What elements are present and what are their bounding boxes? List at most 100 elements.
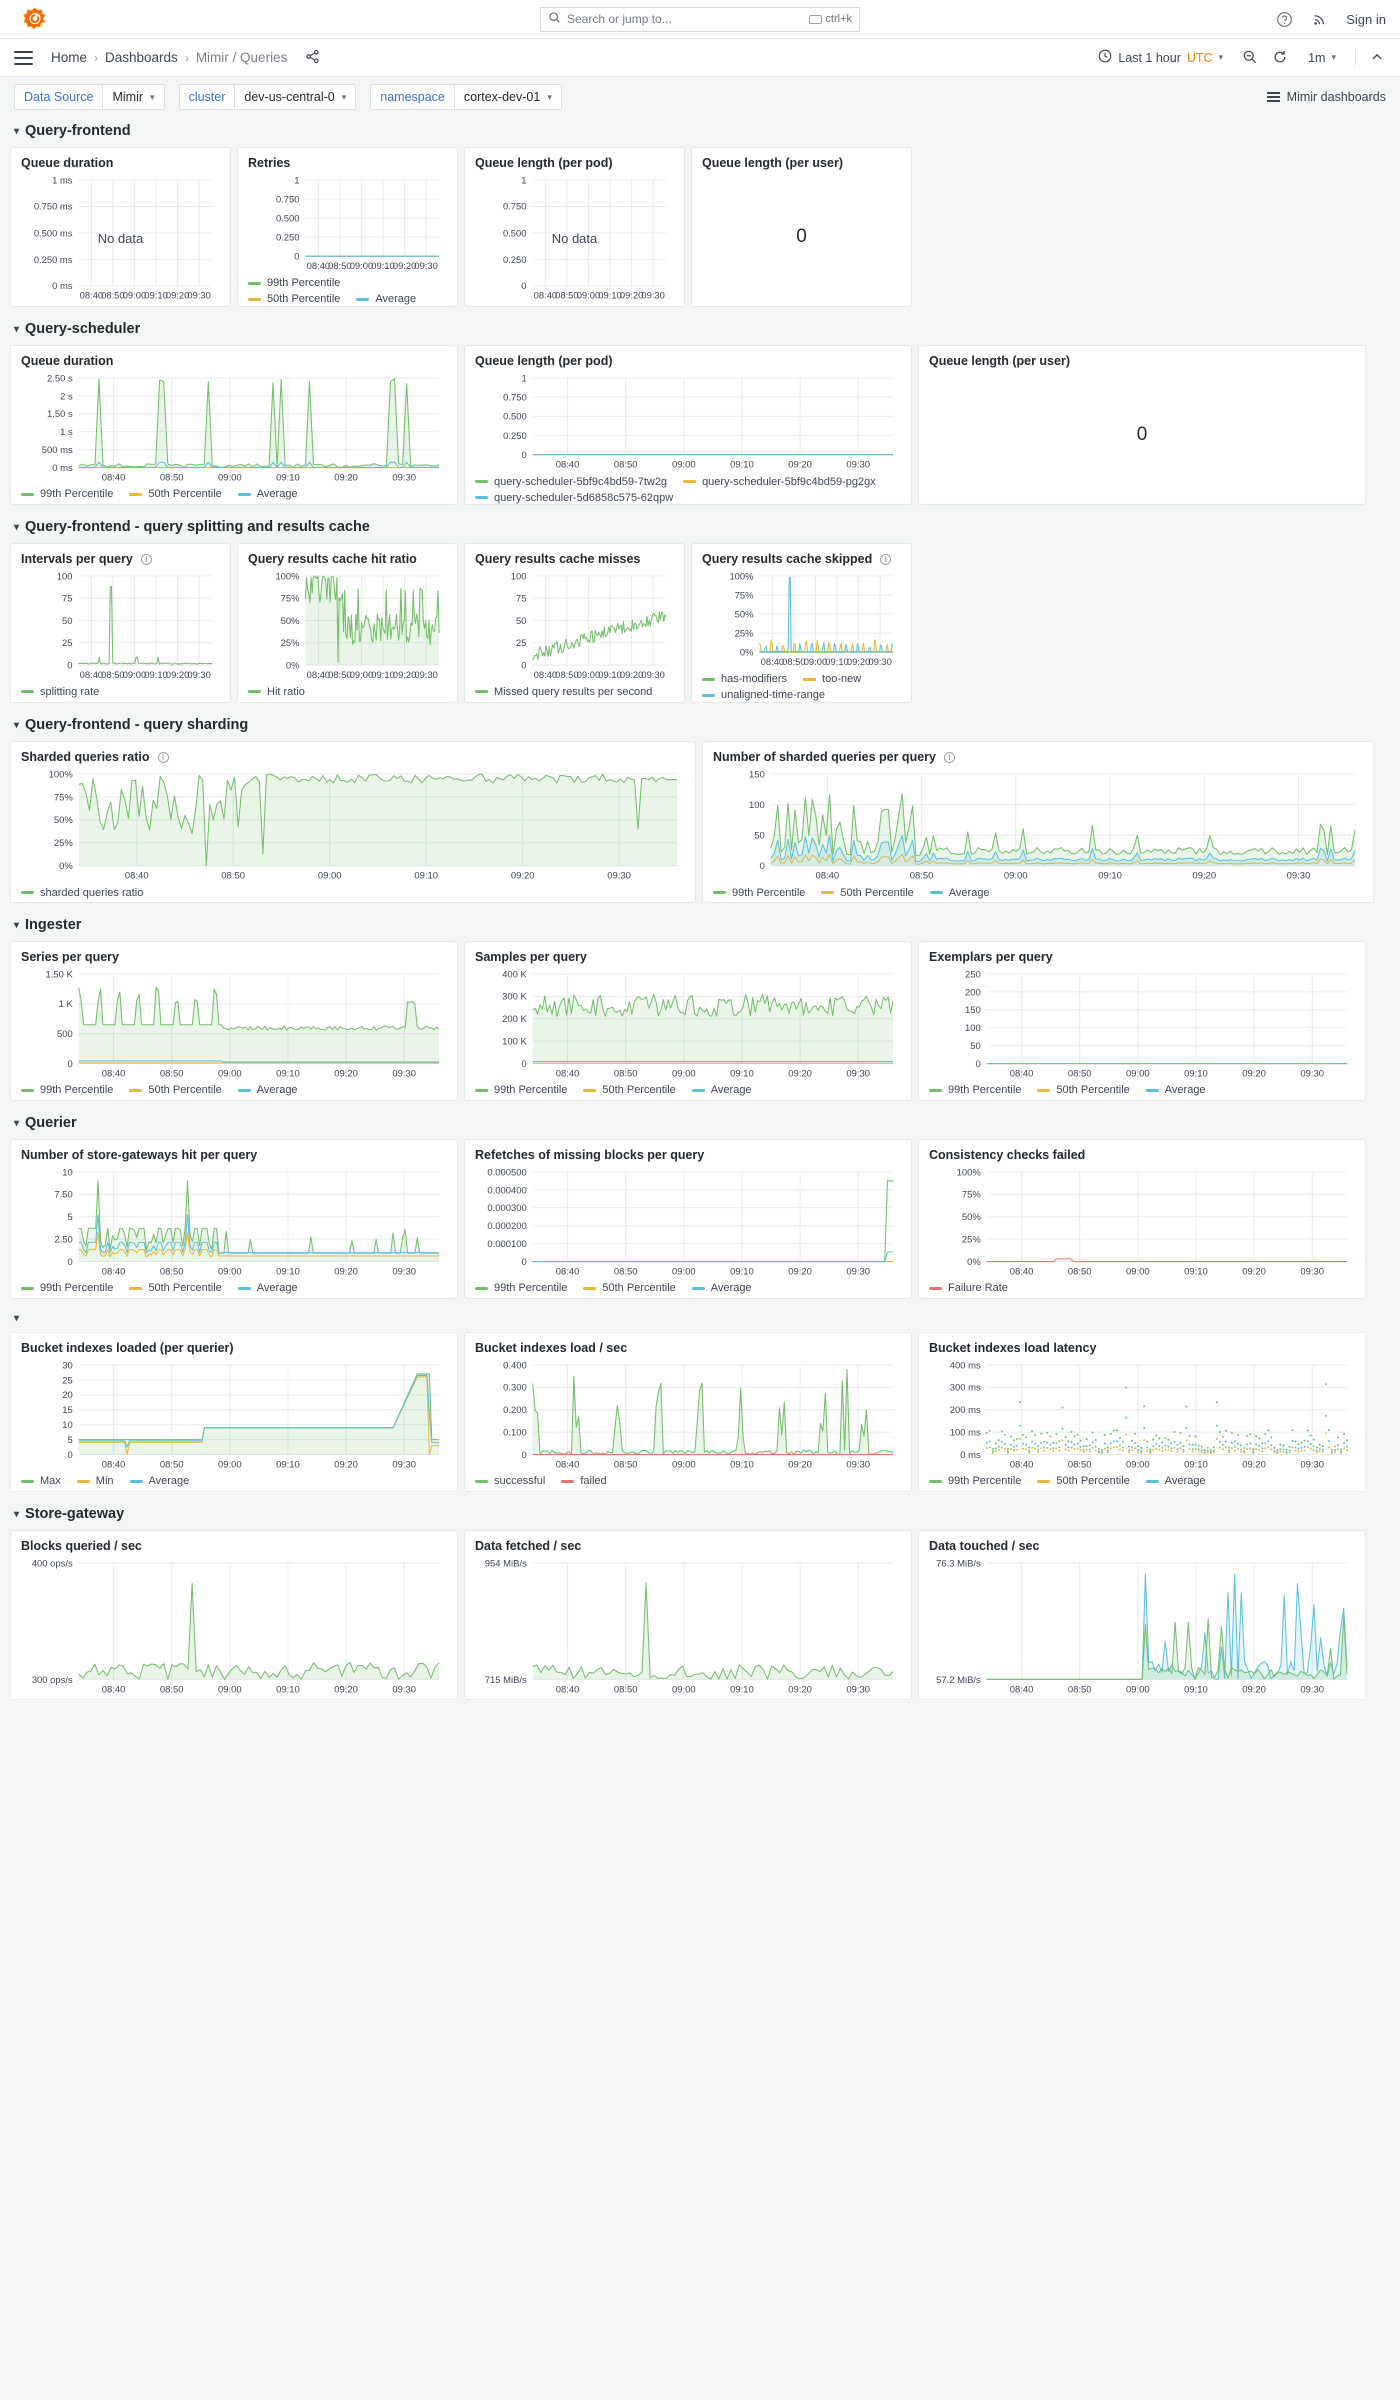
legend-item[interactable]: sharded queries ratio bbox=[21, 887, 143, 899]
mimir-dashboards-link[interactable]: Mimir dashboards bbox=[1266, 90, 1386, 104]
legend-item[interactable]: 50th Percentile bbox=[129, 1282, 222, 1294]
legend-item[interactable]: Min bbox=[76, 1475, 114, 1487]
rss-icon[interactable] bbox=[1311, 11, 1328, 28]
panel-exemplars-per-query[interactable]: Exemplars per query 250 200 150 100 50 0 08:40 0… bbox=[918, 941, 1366, 1101]
legend-item[interactable]: Average bbox=[356, 293, 416, 305]
section-header-ingester[interactable]: ▾ Ingester bbox=[10, 911, 1390, 941]
legend-item[interactable]: 99th Percentile bbox=[929, 1084, 1021, 1096]
legend-item[interactable]: 99th Percentile bbox=[21, 1282, 113, 1294]
legend-item[interactable]: Missed query results per second bbox=[475, 686, 652, 698]
breadcrumb-item-dashboards[interactable]: Dashboards bbox=[105, 50, 178, 65]
legend-item[interactable]: failed bbox=[561, 1475, 607, 1487]
legend-item[interactable]: 50th Percentile bbox=[129, 488, 222, 500]
legend-item[interactable]: 50th Percentile bbox=[583, 1084, 676, 1096]
panel-bucket-indexes-load-sec[interactable]: Bucket indexes load / sec 0.400 0.300 0.200… bbox=[464, 1332, 912, 1492]
info-icon[interactable]: i bbox=[880, 553, 892, 565]
legend-item[interactable]: 99th Percentile bbox=[475, 1084, 567, 1096]
section-header-querier[interactable]: ▾ Querier bbox=[10, 1109, 1390, 1139]
legend-item[interactable]: Average bbox=[237, 488, 298, 500]
panel-bucket-indexes-loaded-per-querier[interactable]: Bucket indexes loaded (per querier) 30 25 2… bbox=[10, 1332, 458, 1492]
panel-consistency-checks-failed[interactable]: Consistency checks failed 100% 75% 50% 25% 0%… bbox=[918, 1139, 1366, 1299]
panel-queue-length-per-user[interactable]: Queue length (per user) 0 bbox=[691, 147, 912, 307]
legend-item[interactable]: query-scheduler-5bf9c4bd59-pg2gx bbox=[683, 476, 876, 488]
section-header-query-splitting[interactable]: ▾ Query-frontend - query splitting and re… bbox=[10, 513, 1390, 543]
legend-item[interactable]: 99th Percentile bbox=[21, 1084, 113, 1096]
legend-item[interactable]: Average bbox=[691, 1282, 752, 1294]
legend-item[interactable]: 50th Percentile bbox=[583, 1282, 676, 1294]
legend-item[interactable]: 99th Percentile bbox=[475, 1282, 567, 1294]
panel-data-touched-sec[interactable]: Data touched / sec 76.3 MiB/s 57.2 MiB/s 08… bbox=[918, 1530, 1366, 1700]
legend-item[interactable]: Average bbox=[1145, 1084, 1206, 1096]
grafana-logo-icon[interactable] bbox=[22, 6, 48, 32]
legend-item[interactable]: 50th Percentile bbox=[821, 887, 914, 899]
legend-item[interactable]: 50th Percentile bbox=[1037, 1084, 1130, 1096]
panel-bucket-indexes-load-latency[interactable]: Bucket indexes load latency 400 ms 300 ms 2… bbox=[918, 1332, 1366, 1492]
legend-item[interactable]: Max bbox=[21, 1475, 61, 1487]
panel-data-fetched-sec[interactable]: Data fetched / sec 954 MiB/s 715 MiB/s 08:4… bbox=[464, 1530, 912, 1700]
variable-namespace-value[interactable]: cortex-dev-01 ▾ bbox=[453, 84, 562, 110]
panel-series-per-query[interactable]: Series per query 1.50 K 1 K 500 0 08:40 08:50 0… bbox=[10, 941, 458, 1101]
svg-text:08:40: 08:40 bbox=[534, 290, 558, 301]
legend-item[interactable]: has-modifiers bbox=[702, 673, 787, 685]
legend-item[interactable]: successful bbox=[475, 1475, 545, 1487]
variable-cluster-value[interactable]: dev-us-central-0 ▾ bbox=[234, 84, 357, 110]
panel-number-of-store-gateways-hit-per-query[interactable]: Number of store-gateways hit per query 10… bbox=[10, 1139, 458, 1299]
section-header-query-frontend[interactable]: ▾ Query-frontend bbox=[10, 117, 1390, 147]
panel-queue-duration[interactable]: Queue duration 2.50 s 2 s 1.50 s 1 s 500 ms 0 … bbox=[10, 345, 458, 505]
legend-item[interactable]: 99th Percentile bbox=[713, 887, 805, 899]
svg-text:400 K: 400 K bbox=[502, 969, 527, 980]
section-header-store-gateway[interactable]: ▾ Store-gateway bbox=[10, 1500, 1390, 1530]
panel-queue-duration[interactable]: Queue duration 1 ms 0.750 ms 0.500 ms 0.250 … bbox=[10, 147, 231, 307]
legend-item[interactable]: 50th Percentile bbox=[248, 293, 340, 305]
section-header-bucket-index[interactable]: ▾ bbox=[10, 1307, 1390, 1332]
panel-retries[interactable]: Retries 1 0.750 0.500 0.250 0 08:40 08:50 09:00 0… bbox=[237, 147, 458, 307]
info-icon[interactable]: i bbox=[157, 751, 169, 763]
legend-item[interactable]: Average bbox=[237, 1084, 298, 1096]
legend-item[interactable]: Average bbox=[129, 1475, 189, 1487]
legend-item[interactable]: Average bbox=[691, 1084, 752, 1096]
legend-item[interactable]: 99th Percentile bbox=[21, 488, 113, 500]
time-range-picker[interactable]: Last 1 hour UTC ▾ bbox=[1092, 46, 1229, 69]
panel-samples-per-query[interactable]: Samples per query 400 K 300 K 200 K 100 K 0 08… bbox=[464, 941, 912, 1101]
panel-intervals-per-query[interactable]: Intervals per query i 100 75 50 25 0 08:40 08:50… bbox=[10, 543, 231, 703]
legend-item[interactable]: 50th Percentile bbox=[129, 1084, 222, 1096]
panel-number-of-sharded-queries-per-query[interactable]: Number of sharded queries per query i 150 1… bbox=[702, 741, 1374, 903]
legend-item[interactable]: splitting rate bbox=[21, 686, 99, 698]
section-header-query-sharding[interactable]: ▾ Query-frontend - query sharding bbox=[10, 711, 1390, 741]
legend-item[interactable]: query-scheduler-5d6858c575-62qpw bbox=[475, 492, 673, 504]
sign-in-link[interactable]: Sign in bbox=[1346, 11, 1386, 27]
breadcrumb-item-home[interactable]: Home bbox=[51, 50, 88, 65]
panel-queue-length-per-pod[interactable]: Queue length (per pod) 1 0.750 0.500 0.250 0 0… bbox=[464, 345, 912, 505]
share-icon[interactable] bbox=[305, 49, 320, 67]
help-circle-icon[interactable] bbox=[1276, 11, 1293, 28]
panel-sharded-queries-ratio[interactable]: Sharded queries ratio i 100% 75% 50% 25% 0% 08:… bbox=[10, 741, 696, 903]
legend-item[interactable]: 99th Percentile bbox=[929, 1475, 1021, 1487]
panel-refetches-of-missing-blocks-per-query[interactable]: Refetches of missing blocks per query 0.0… bbox=[464, 1139, 912, 1299]
chevron-up-icon[interactable] bbox=[1369, 49, 1386, 66]
legend-item[interactable]: query-scheduler-5bf9c4bd59-7tw2g bbox=[475, 476, 667, 488]
section-header-query-scheduler[interactable]: ▾ Query-scheduler bbox=[10, 315, 1390, 345]
panel-queue-length-per-pod[interactable]: Queue length (per pod) 1 0.750 0.500 0.250 0 0… bbox=[464, 147, 685, 307]
panel-query-results-cache-skipped[interactable]: Query results cache skipped i 100% 75% 50% 25… bbox=[691, 543, 912, 703]
legend-item[interactable]: 99th Percentile bbox=[248, 277, 340, 289]
legend-item[interactable]: unaligned-time-range bbox=[702, 689, 825, 701]
legend-item[interactable]: too-new bbox=[803, 673, 861, 685]
refresh-interval-picker[interactable]: 1m ▾ bbox=[1302, 48, 1342, 68]
zoom-out-icon[interactable] bbox=[1242, 49, 1259, 66]
search-input[interactable]: Search or jump to... ctrl+k bbox=[540, 6, 860, 32]
legend-item[interactable]: Average bbox=[1145, 1475, 1206, 1487]
refresh-icon[interactable] bbox=[1272, 49, 1289, 66]
info-icon[interactable]: i bbox=[140, 553, 152, 565]
legend-item[interactable]: 50th Percentile bbox=[1037, 1475, 1130, 1487]
variable-datasource-value[interactable]: Mimir ▾ bbox=[102, 84, 165, 110]
panel-blocks-queried-sec[interactable]: Blocks queried / sec 400 ops/s 300 ops/s 08… bbox=[10, 1530, 458, 1700]
legend-item[interactable]: Average bbox=[929, 887, 990, 899]
info-icon[interactable]: i bbox=[943, 751, 955, 763]
legend-item[interactable]: Hit ratio bbox=[248, 686, 305, 698]
panel-queue-length-per-user[interactable]: Queue length (per user) 0 bbox=[918, 345, 1366, 505]
panel-query-results-cache-misses[interactable]: Query results cache misses 100 75 50 25 0 08:4… bbox=[464, 543, 685, 703]
legend-item[interactable]: Failure Rate bbox=[929, 1282, 1008, 1294]
hamburger-menu-icon[interactable] bbox=[14, 50, 33, 65]
panel-query-results-cache-hit-ratio[interactable]: Query results cache hit ratio 100% 75% 50% 2… bbox=[237, 543, 458, 703]
legend-item[interactable]: Average bbox=[237, 1282, 298, 1294]
